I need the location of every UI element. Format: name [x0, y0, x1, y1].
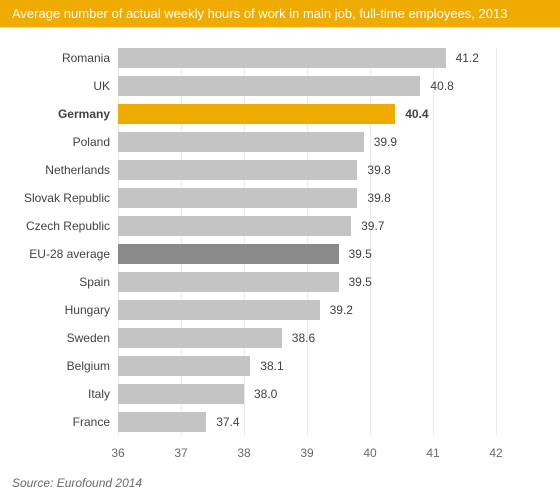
- value-label: 38.1: [250, 356, 283, 376]
- bar-row: Germany40.4: [118, 104, 496, 124]
- category-label: Poland: [73, 132, 118, 152]
- bar-row: Romania41.2: [118, 48, 496, 68]
- chart-container: Average number of actual weekly hours of…: [0, 0, 560, 500]
- bar: [118, 272, 339, 292]
- bar-row: EU-28 average39.5: [118, 244, 496, 264]
- category-label: UK: [93, 76, 118, 96]
- value-label: 39.8: [357, 188, 390, 208]
- chart-title: Average number of actual weekly hours of…: [0, 0, 560, 28]
- category-label: Netherlands: [45, 160, 118, 180]
- category-label: Spain: [79, 272, 118, 292]
- bar-row: France37.4: [118, 412, 496, 432]
- bar: [118, 356, 250, 376]
- category-label: Czech Republic: [26, 216, 118, 236]
- category-label: Hungary: [65, 300, 118, 320]
- bar: [118, 104, 395, 124]
- category-label: Sweden: [67, 328, 118, 348]
- category-label: Slovak Republic: [24, 188, 118, 208]
- x-axis-tick-label: 42: [481, 446, 511, 460]
- category-label: Germany: [58, 104, 118, 124]
- bar-row: Hungary39.2: [118, 300, 496, 320]
- bar-row: Poland39.9: [118, 132, 496, 152]
- category-label: France: [73, 412, 118, 432]
- bar: [118, 48, 446, 68]
- value-label: 39.5: [339, 272, 372, 292]
- bar: [118, 132, 364, 152]
- bar-row: Italy38.0: [118, 384, 496, 404]
- value-label: 38.6: [282, 328, 315, 348]
- bar: [118, 76, 420, 96]
- value-label: 39.7: [351, 216, 384, 236]
- bar-row: Belgium38.1: [118, 356, 496, 376]
- source-text: Source: Eurofound 2014: [12, 476, 142, 490]
- bar-row: Slovak Republic39.8: [118, 188, 496, 208]
- bar: [118, 216, 351, 236]
- bar-row: UK40.8: [118, 76, 496, 96]
- bar: [118, 160, 357, 180]
- bar: [118, 384, 244, 404]
- value-label: 39.8: [357, 160, 390, 180]
- bar-row: Netherlands39.8: [118, 160, 496, 180]
- category-label: Belgium: [67, 356, 118, 376]
- x-axis-tick-label: 36: [103, 446, 133, 460]
- x-axis-tick-label: 41: [418, 446, 448, 460]
- bar: [118, 244, 339, 264]
- value-label: 40.4: [395, 104, 428, 124]
- category-label: EU-28 average: [29, 244, 118, 264]
- value-label: 38.0: [244, 384, 277, 404]
- bar-row: Sweden38.6: [118, 328, 496, 348]
- bar-row: Spain39.5: [118, 272, 496, 292]
- category-label: Italy: [88, 384, 118, 404]
- x-axis-tick-label: 37: [166, 446, 196, 460]
- bar-row: Czech Republic39.7: [118, 216, 496, 236]
- value-label: 39.2: [320, 300, 353, 320]
- bar: [118, 412, 206, 432]
- category-label: Romania: [62, 48, 118, 68]
- x-axis-tick-label: 40: [355, 446, 385, 460]
- bar: [118, 188, 357, 208]
- bar: [118, 328, 282, 348]
- x-axis-tick-label: 39: [292, 446, 322, 460]
- x-axis-tick-label: 38: [229, 446, 259, 460]
- bar: [118, 300, 320, 320]
- value-label: 37.4: [206, 412, 239, 432]
- plot-area: 36373839404142Romania41.2UK40.8Germany40…: [118, 48, 496, 448]
- value-label: 40.8: [420, 76, 453, 96]
- value-label: 39.5: [339, 244, 372, 264]
- gridline: [496, 48, 497, 436]
- value-label: 41.2: [446, 48, 479, 68]
- value-label: 39.9: [364, 132, 397, 152]
